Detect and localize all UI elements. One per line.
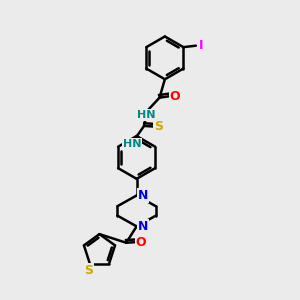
Text: S: S — [84, 264, 93, 277]
Text: I: I — [199, 39, 203, 52]
Text: O: O — [170, 90, 180, 103]
Text: S: S — [154, 120, 164, 133]
Text: O: O — [136, 236, 146, 249]
Text: HN: HN — [137, 110, 156, 120]
Text: N: N — [138, 220, 148, 233]
Text: HN: HN — [123, 140, 141, 149]
Text: N: N — [138, 189, 148, 202]
